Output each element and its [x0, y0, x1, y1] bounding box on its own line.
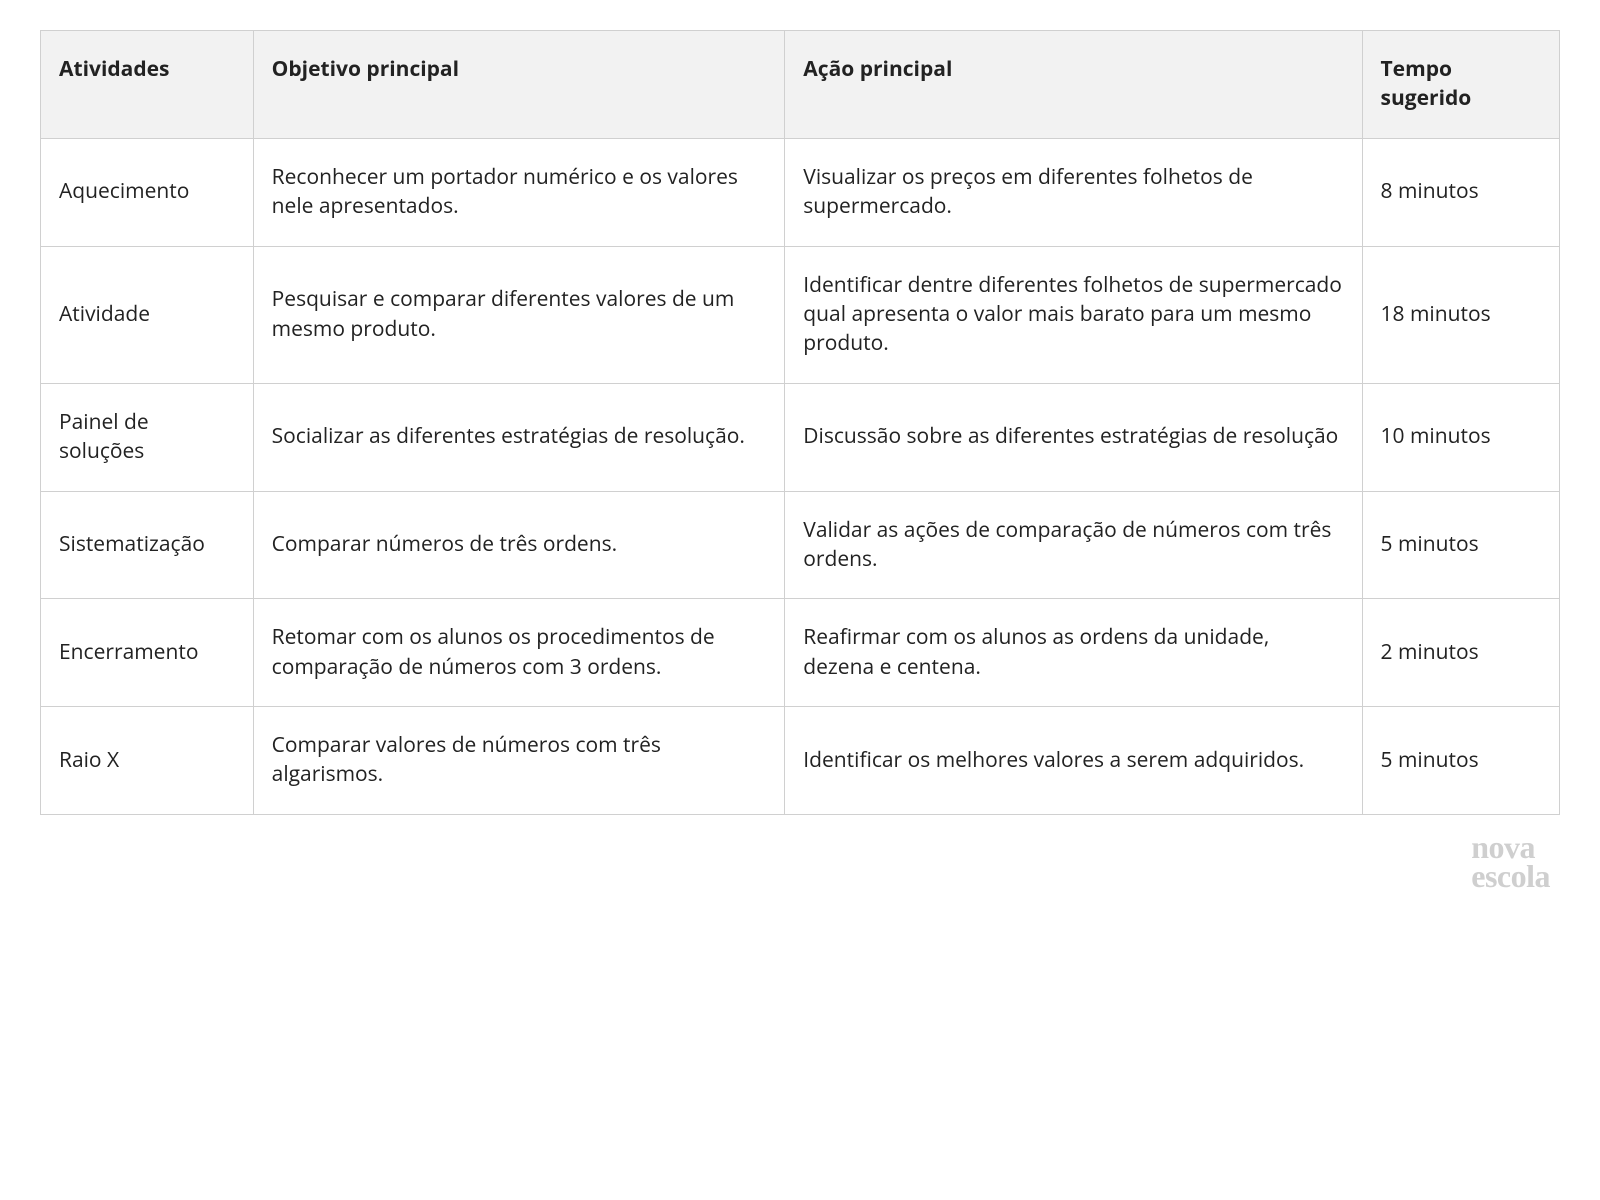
- logo-line2: escola: [1471, 858, 1550, 894]
- cell-acao: Discussão sobre as diferentes estratégia…: [785, 383, 1362, 491]
- cell-objetivo: Comparar valores de números com três alg…: [253, 707, 785, 815]
- table-row: Painel de soluções Socializar as diferen…: [41, 383, 1560, 491]
- cell-acao: Visualizar os preços em diferentes folhe…: [785, 138, 1362, 246]
- cell-atividades: Encerramento: [41, 599, 254, 707]
- cell-atividades: Painel de soluções: [41, 383, 254, 491]
- table-row: Sistematização Comparar números de três …: [41, 491, 1560, 599]
- cell-acao: Reafirmar com os alunos as ordens da uni…: [785, 599, 1362, 707]
- cell-objetivo: Reconhecer um portador numérico e os val…: [253, 138, 785, 246]
- cell-atividades: Aquecimento: [41, 138, 254, 246]
- col-header-objetivo: Objetivo principal: [253, 31, 785, 139]
- table-row: Encerramento Retomar com os alunos os pr…: [41, 599, 1560, 707]
- cell-tempo: 5 minutos: [1362, 707, 1559, 815]
- table-row: Aquecimento Reconhecer um portador numér…: [41, 138, 1560, 246]
- table-row: Atividade Pesquisar e comparar diferente…: [41, 246, 1560, 383]
- table-row: Raio X Comparar valores de números com t…: [41, 707, 1560, 815]
- brand-logo-text: nova escola: [1471, 833, 1550, 891]
- cell-tempo: 2 minutos: [1362, 599, 1559, 707]
- cell-acao: Identificar os melhores valores a serem …: [785, 707, 1362, 815]
- cell-tempo: 18 minutos: [1362, 246, 1559, 383]
- cell-acao: Identificar dentre diferentes folhetos d…: [785, 246, 1362, 383]
- cell-objetivo: Comparar números de três ordens.: [253, 491, 785, 599]
- cell-tempo: 8 minutos: [1362, 138, 1559, 246]
- cell-tempo: 10 minutos: [1362, 383, 1559, 491]
- cell-objetivo: Pesquisar e comparar diferentes valores …: [253, 246, 785, 383]
- cell-tempo: 5 minutos: [1362, 491, 1559, 599]
- table-header-row: Atividades Objetivo principal Ação princ…: [41, 31, 1560, 139]
- col-header-tempo: Tempo sugerido: [1362, 31, 1559, 139]
- brand-logo: nova escola: [40, 833, 1560, 892]
- cell-objetivo: Retomar com os alunos os procedimentos d…: [253, 599, 785, 707]
- cell-atividades: Sistematização: [41, 491, 254, 599]
- col-header-acao: Ação principal: [785, 31, 1362, 139]
- cell-atividades: Raio X: [41, 707, 254, 815]
- col-header-atividades: Atividades: [41, 31, 254, 139]
- cell-acao: Validar as ações de comparação de número…: [785, 491, 1362, 599]
- cell-objetivo: Socializar as diferentes estratégias de …: [253, 383, 785, 491]
- activities-table: Atividades Objetivo principal Ação princ…: [40, 30, 1560, 815]
- cell-atividades: Atividade: [41, 246, 254, 383]
